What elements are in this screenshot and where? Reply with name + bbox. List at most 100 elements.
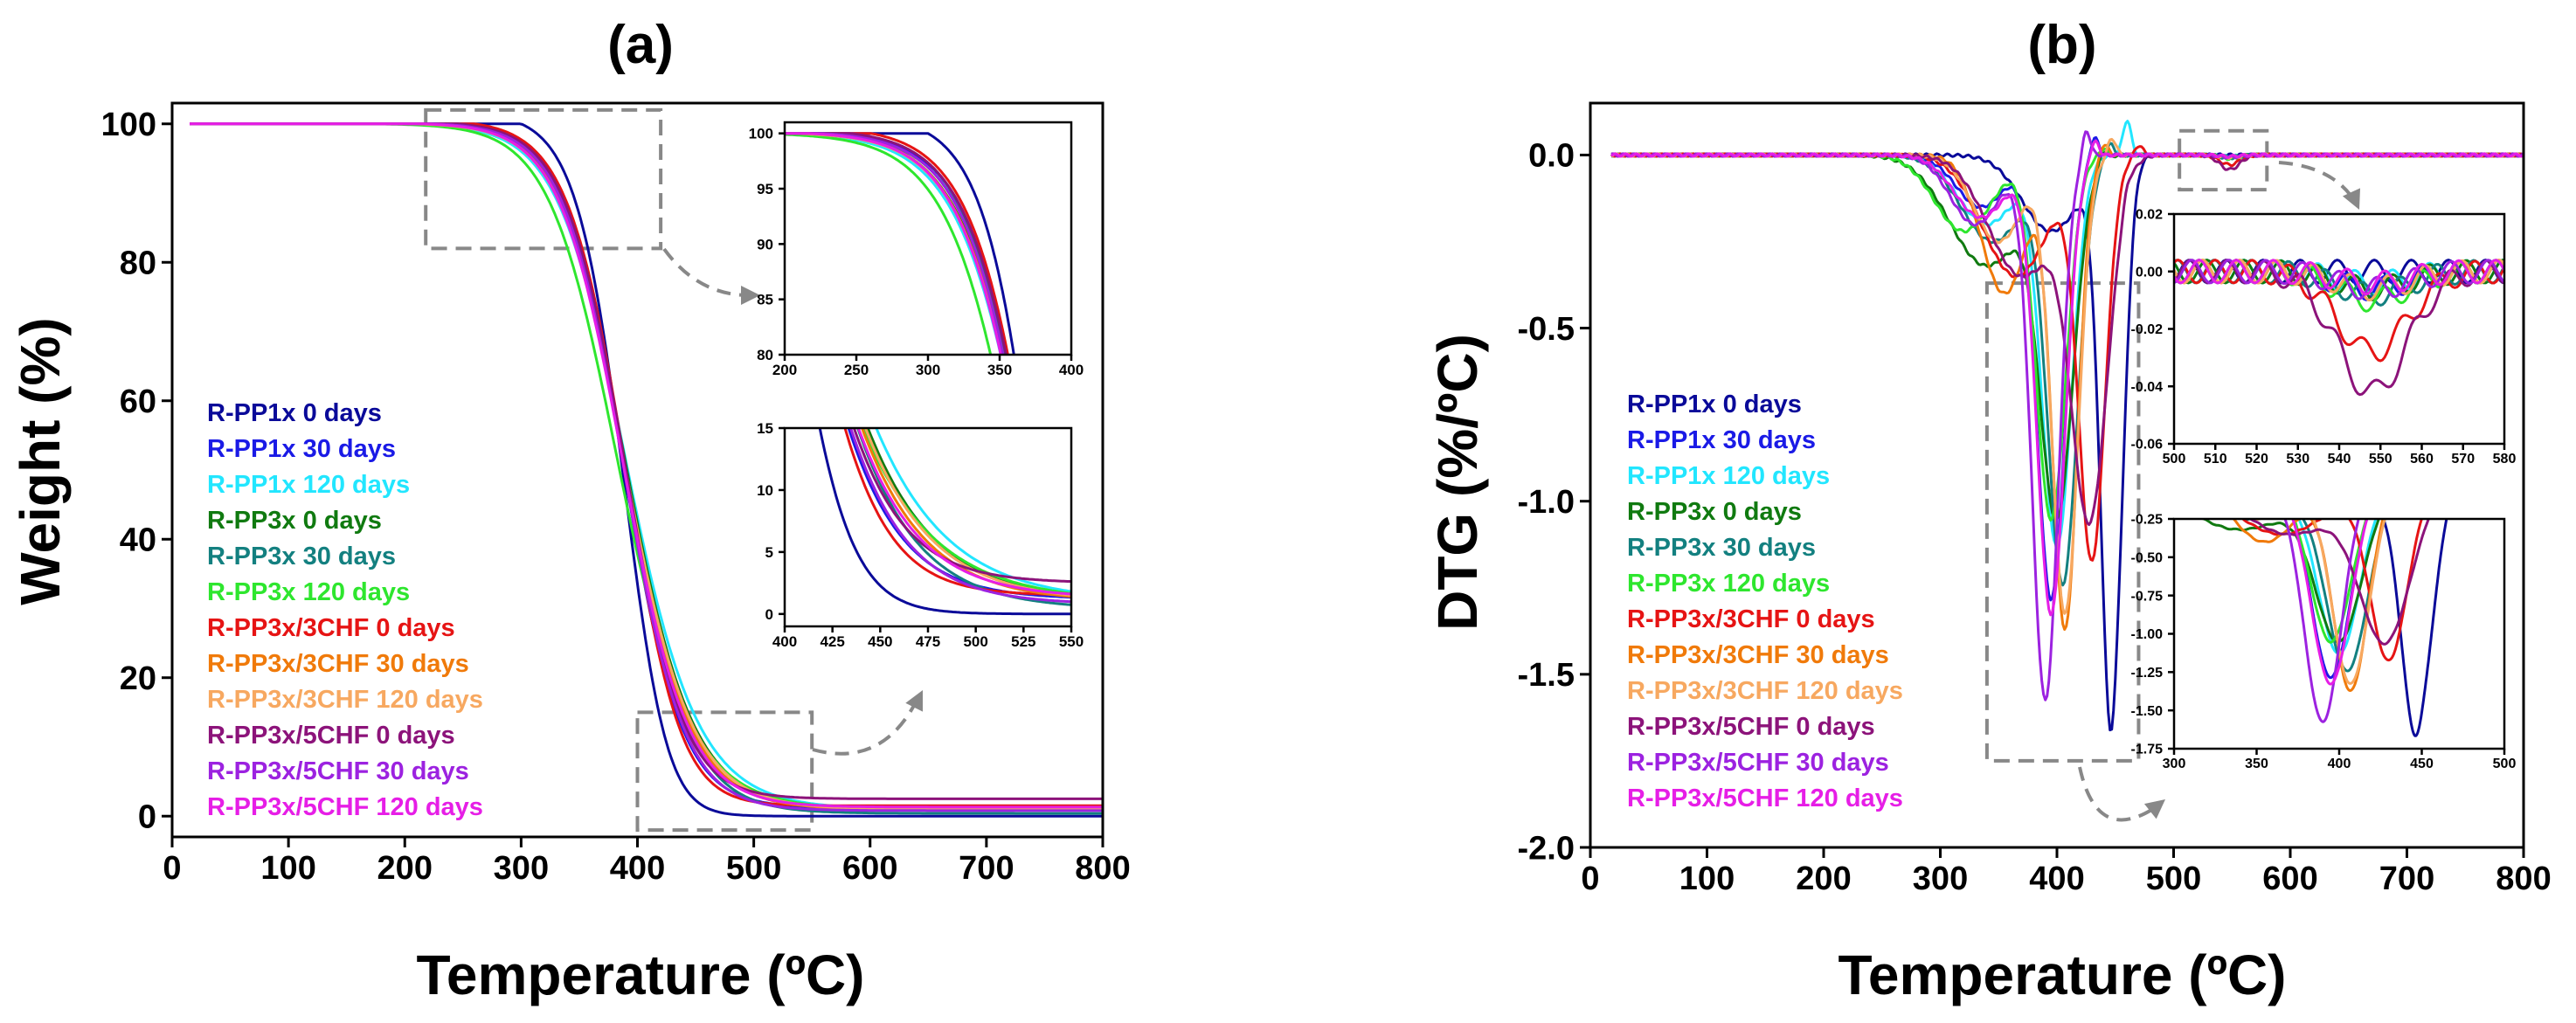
panel-a-inset-y-tick-label: 0 bbox=[765, 606, 773, 623]
panel-a-zoom-arrow bbox=[662, 247, 754, 298]
panel-b-inset-series-line bbox=[2174, 259, 2504, 301]
panel-a-legend-entry: R-PP3x 30 days bbox=[207, 543, 396, 570]
panel-b-dtg-chart: (b) Temperature (ºC) DTG (%/ºC) 0 100 200 3… bbox=[1426, 15, 2552, 1006]
panel-a-inset-y-tick-label: 85 bbox=[757, 292, 773, 308]
panel-a-series-line bbox=[190, 122, 1102, 809]
panel-b-x-axis-label: Temperature (ºC) bbox=[1839, 944, 2287, 1006]
panel-b-inset-series-line bbox=[2283, 519, 2360, 723]
panel-b-curves bbox=[1610, 120, 2524, 732]
panel-b-inset-series-line bbox=[2293, 519, 2368, 644]
panel-b-legend-entry: R-PP3x 120 days bbox=[1627, 570, 1830, 598]
panel-a-zoom-box bbox=[424, 107, 663, 251]
panel-b-y-tick-label: -1.5 bbox=[1518, 657, 1575, 694]
panel-a-inset-y-tick-label: 5 bbox=[765, 544, 773, 561]
panel-b-legend-entry: R-PP1x 0 days bbox=[1627, 391, 1802, 418]
panel-a-inset-y-tick-label: 10 bbox=[757, 482, 773, 499]
panel-b-x-tick-label: 0 bbox=[1581, 861, 1599, 897]
panel-b-inset-x-tick-label: 570 bbox=[2451, 452, 2475, 467]
panel-a-inset-series-line bbox=[849, 428, 1071, 604]
panel-a-legend-entry: R-PP3x/5CHF 120 days bbox=[207, 793, 483, 821]
panel-b-inset-x-tick-label: 500 bbox=[2493, 757, 2517, 771]
panel-b-inset-series-line bbox=[2174, 259, 2504, 363]
panel-a-zoom-arrowhead bbox=[905, 690, 923, 712]
panel-b-legend-entry: R-PP3x 30 days bbox=[1627, 534, 1816, 562]
panel-a-inset-top: 200 250 300 350 400 80 85 90 95 100 bbox=[749, 121, 1084, 378]
panel-b-x-tick-label: 400 bbox=[2029, 861, 2084, 897]
panel-a-y-tick-label: 20 bbox=[120, 660, 156, 697]
panel-b-inset-y-tick-label: -0.04 bbox=[2131, 380, 2164, 395]
panel-b-inset-x-tick-label: 530 bbox=[2286, 452, 2309, 467]
panel-b-inset-y-tick-label: -0.02 bbox=[2131, 322, 2164, 337]
panel-b-inset-top: 500 510 520 530 540 550 560 570 580 0.02 0.00 -0.02… bbox=[2131, 208, 2517, 467]
panel-a-inset-x-tick-label: 400 bbox=[772, 633, 797, 650]
panel-b-inset-x-tick-label: 510 bbox=[2204, 452, 2227, 467]
panel-a-y-tick-label: 40 bbox=[120, 522, 156, 559]
panel-b-inset-x-tick-label: 550 bbox=[2369, 452, 2392, 467]
panel-b-axes: 0 100 200 300 400 500 600 700 800 0.0 -0.5 -1.0 -1.5… bbox=[1518, 101, 2552, 897]
panel-b-y-tick-label: 0.0 bbox=[1528, 138, 1575, 175]
panel-a-legend-entry: R-PP3x/5CHF 30 days bbox=[207, 757, 469, 785]
panel-b-inset-x-tick-label: 540 bbox=[2328, 452, 2351, 467]
panel-b-legend-entry: R-PP3x 0 days bbox=[1627, 498, 1802, 526]
panel-a-inset-y-tick-label: 15 bbox=[757, 420, 773, 437]
panel-b-y-tick-label: -1.0 bbox=[1518, 484, 1575, 521]
panel-a-inset-series-line bbox=[785, 132, 1002, 355]
panel-b-inset-y-tick-label: -0.25 bbox=[2131, 513, 2164, 528]
panel-b-label: (b) bbox=[2027, 15, 2096, 75]
panel-a-x-tick-label: 100 bbox=[260, 850, 315, 887]
panel-b-inset-x-tick-label: 300 bbox=[2163, 757, 2186, 771]
panel-b-zoom-arrows bbox=[2078, 161, 2361, 822]
panel-b-inset-x-tick-label: 400 bbox=[2328, 757, 2351, 771]
panel-a-x-tick-label: 300 bbox=[494, 850, 549, 887]
panel-a-zoom-arrow bbox=[812, 698, 919, 756]
panel-b-inset-y-tick-label: -1.50 bbox=[2131, 704, 2164, 719]
panel-a-inset-series-line bbox=[818, 428, 1071, 616]
panel-a-legend-entry: R-PP1x 0 days bbox=[207, 399, 382, 427]
panel-a-legend-entry: R-PP3x 0 days bbox=[207, 507, 382, 535]
panel-a-legend-entry: R-PP3x/3CHF 0 days bbox=[207, 614, 455, 642]
panel-a-legend-entry: R-PP1x 120 days bbox=[207, 471, 410, 499]
panel-b-inset-y-tick-label: -0.75 bbox=[2131, 589, 2164, 604]
panel-b-zoom-arrow bbox=[2078, 766, 2160, 822]
panel-b-legend-entry: R-PP1x 120 days bbox=[1627, 462, 1830, 490]
panel-b-x-tick-label: 600 bbox=[2262, 861, 2317, 897]
panel-a-x-tick-label: 600 bbox=[842, 850, 897, 887]
panel-a-curves bbox=[190, 122, 1102, 818]
panel-a-legend-entry: R-PP3x/3CHF 120 days bbox=[207, 686, 483, 714]
panel-b-series-line bbox=[1610, 139, 2524, 617]
panel-a-y-axis-label: Weight (%) bbox=[9, 317, 72, 605]
panel-a-legend-entry: R-PP3x/5CHF 0 days bbox=[207, 722, 455, 750]
panel-a-x-tick-label: 200 bbox=[377, 850, 433, 887]
panel-b-x-tick-label: 800 bbox=[2496, 861, 2551, 897]
panel-b-inset-x-tick-label: 520 bbox=[2245, 452, 2268, 467]
panel-b-y-tick-label: -0.5 bbox=[1518, 311, 1575, 348]
panel-b-legend: R-PP1x 0 days R-PP1x 30 days R-PP1x 120 da… bbox=[1627, 391, 1903, 812]
panel-b-inset-x-tick-label: 580 bbox=[2493, 452, 2517, 467]
panel-a-y-tick-label: 100 bbox=[101, 107, 156, 143]
panel-b-legend-entry: R-PP3x/5CHF 0 days bbox=[1627, 713, 1875, 741]
panel-b-inset-y-tick-label: -0.50 bbox=[2131, 550, 2164, 565]
panel-b-inset-series-line bbox=[2248, 519, 2430, 646]
panel-b-y-tick-label: -2.0 bbox=[1518, 830, 1575, 867]
panel-b-y-axis-label: DTG (%/ºC) bbox=[1426, 334, 1489, 631]
panel-b-legend-entry: R-PP3x/5CHF 30 days bbox=[1627, 749, 1889, 777]
panel-a-inset-x-tick-label: 525 bbox=[1011, 633, 1035, 650]
panel-a-inset-x-tick-label: 425 bbox=[820, 633, 844, 650]
panel-a-legend-entry: R-PP1x 30 days bbox=[207, 435, 396, 463]
panel-a-inset-y-tick-label: 95 bbox=[757, 181, 773, 197]
panel-a-inset-series-line bbox=[785, 133, 993, 355]
panel-b-inset-x-tick-label: 500 bbox=[2163, 452, 2186, 467]
panel-a-inset-x-tick-label: 550 bbox=[1059, 633, 1084, 650]
panel-a-zoom-box bbox=[635, 710, 814, 833]
panel-a-legend: R-PP1x 0 days R-PP1x 30 days R-PP1x 120 da… bbox=[207, 399, 483, 821]
panel-a-inset-series-line bbox=[852, 428, 1071, 584]
panel-b-inset-y-tick-label: -0.06 bbox=[2131, 438, 2164, 453]
panel-a-inset-x-tick-label: 450 bbox=[868, 633, 892, 650]
panel-b-legend-entry: R-PP1x 30 days bbox=[1627, 426, 1816, 454]
panel-b-inset-series-line bbox=[2174, 259, 2504, 301]
panel-b-inset-x-tick-label: 450 bbox=[2410, 757, 2434, 771]
panel-a-inset-background bbox=[785, 428, 1071, 626]
panel-a-inset-x-tick-label: 250 bbox=[844, 362, 869, 378]
